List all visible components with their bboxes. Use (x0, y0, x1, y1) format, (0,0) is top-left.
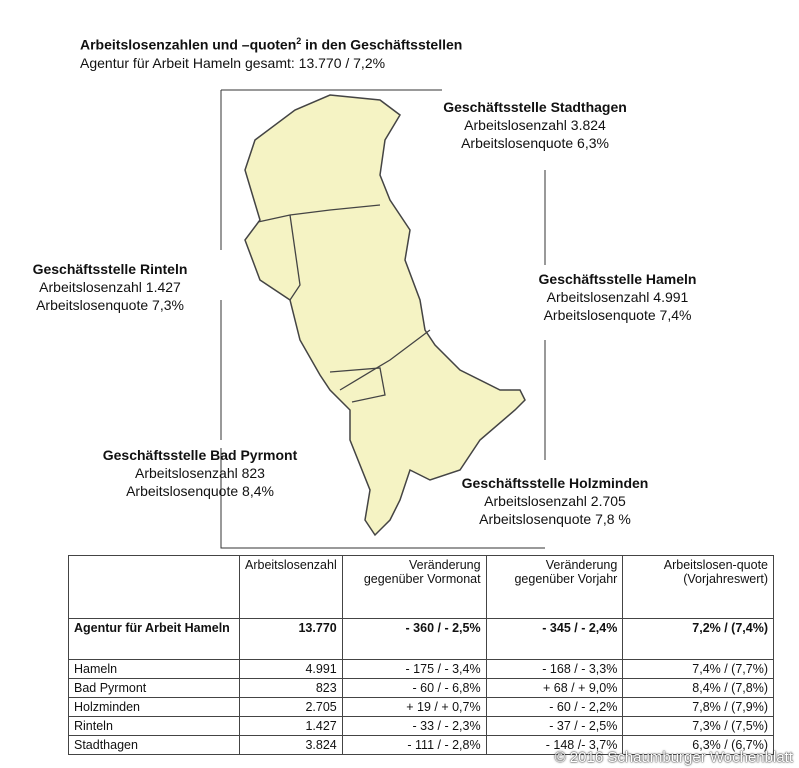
col-zahl: Arbeitslosenzahl (239, 555, 343, 619)
copyright-watermark: © 2016 Schaumburger Wochenblatt (554, 749, 793, 766)
label-rinteln: Geschäftsstelle Rinteln Arbeitslosenzahl … (32, 261, 188, 313)
col-vormonat: Veränderung gegenüber Vormonat (341, 555, 487, 619)
table-row: Bad Pyrmont 823- 60 / - 6,8% + 68 / + 9,0%… (68, 678, 774, 698)
table-cell: 7,8% / (7,9%) (622, 697, 774, 717)
label-bad-pyrmont: Geschäftsstelle Bad Pyrmont Arbeitslosenz… (102, 447, 298, 499)
table-cell: 7,4% / (7,7%) (622, 659, 774, 679)
table-cell: Bad Pyrmont (68, 678, 240, 698)
table-cell: 8,4% / (7,8%) (622, 678, 774, 698)
table-cell: - 360 / - 2,5% (341, 618, 487, 660)
table-cell: 6,3% / (6,7%) (622, 735, 774, 755)
table-cell: - 148 /- 3,7% (485, 735, 624, 755)
table-cell: + 19 / + 0,7% (341, 697, 487, 717)
table-cell: Hameln (68, 659, 240, 679)
table-row: Hameln 4.991- 175 / - 3,4% - 168 / - 3,3% 7… (68, 659, 774, 679)
table-cell: 3.824 (239, 735, 343, 755)
label-stadthagen: Geschäftsstelle Stadthagen Arbeitslosenza… (443, 99, 627, 151)
table-cell: Rinteln (68, 716, 240, 736)
table-cell: 823 (239, 678, 343, 698)
table-cell: - 175 / - 3,4% (341, 659, 487, 679)
table-cell: - 37 / - 2,5% (485, 716, 624, 736)
table-cell: Agentur für Arbeit Hameln (68, 618, 240, 660)
table-row: Rinteln 1.427- 33 / - 2,3% - 37 / - 2,5% 7,… (68, 716, 774, 736)
table-cell: + 68 / + 9,0% (485, 678, 624, 698)
table-cell: - 345 / - 2,4% (485, 618, 624, 660)
table-header-row: Arbeitslosenzahl Veränderung gegenüber V… (68, 555, 774, 619)
region-outline (244, 94, 526, 537)
region-borders (257, 204, 431, 403)
table-cell: 4.991 (239, 659, 343, 679)
table-cell: 1.427 (239, 716, 343, 736)
page-title: Arbeitslosenzahlen und –quoten2 in den G… (80, 36, 463, 53)
table-cell: - 111 / - 2,8% (341, 735, 487, 755)
table-cell: - 60 / - 6,8% (341, 678, 487, 698)
col-vorjahr: Veränderung gegenüber Vorjahr (485, 555, 624, 619)
table-cell: 7,3% / (7,5%) (622, 716, 774, 736)
table-cell: 13.770 (239, 618, 343, 660)
table-row: Stadthagen 3.824- 111 / - 2,8% - 148 /- 3,… (68, 735, 774, 755)
table-cell: - 168 / - 3,3% (485, 659, 624, 679)
table-cell: Holzminden (68, 697, 240, 717)
table-cell: - 33 / - 2,3% (341, 716, 487, 736)
statistics-table: Arbeitslosenzahl Veränderung gegenüber V… (68, 555, 774, 755)
label-hameln: Geschäftsstelle Hameln Arbeitslosenzahl 4… (538, 271, 697, 323)
table-cell: - 60 / - 2,2% (485, 697, 624, 717)
table-cell: Stadthagen (68, 735, 240, 755)
district-map (220, 89, 546, 549)
map-frame (220, 89, 546, 549)
col-quote: Arbeitslosen-quote (Vorjahreswert) (622, 555, 774, 619)
table-cell: 7,2% / (7,4%) (622, 618, 774, 660)
page-subtitle: Agentur für Arbeit Hameln gesamt: 13.770… (80, 55, 386, 71)
table-row: Agentur für Arbeit Hameln 13.770- 360 / -… (68, 618, 774, 660)
label-holzminden: Geschäftsstelle Holzminden Arbeitslosenza… (461, 475, 649, 527)
table-row: Holzminden 2.705 + 19 / + 0,7% - 60 / - 2,2… (68, 697, 774, 717)
table-cell: 2.705 (239, 697, 343, 717)
